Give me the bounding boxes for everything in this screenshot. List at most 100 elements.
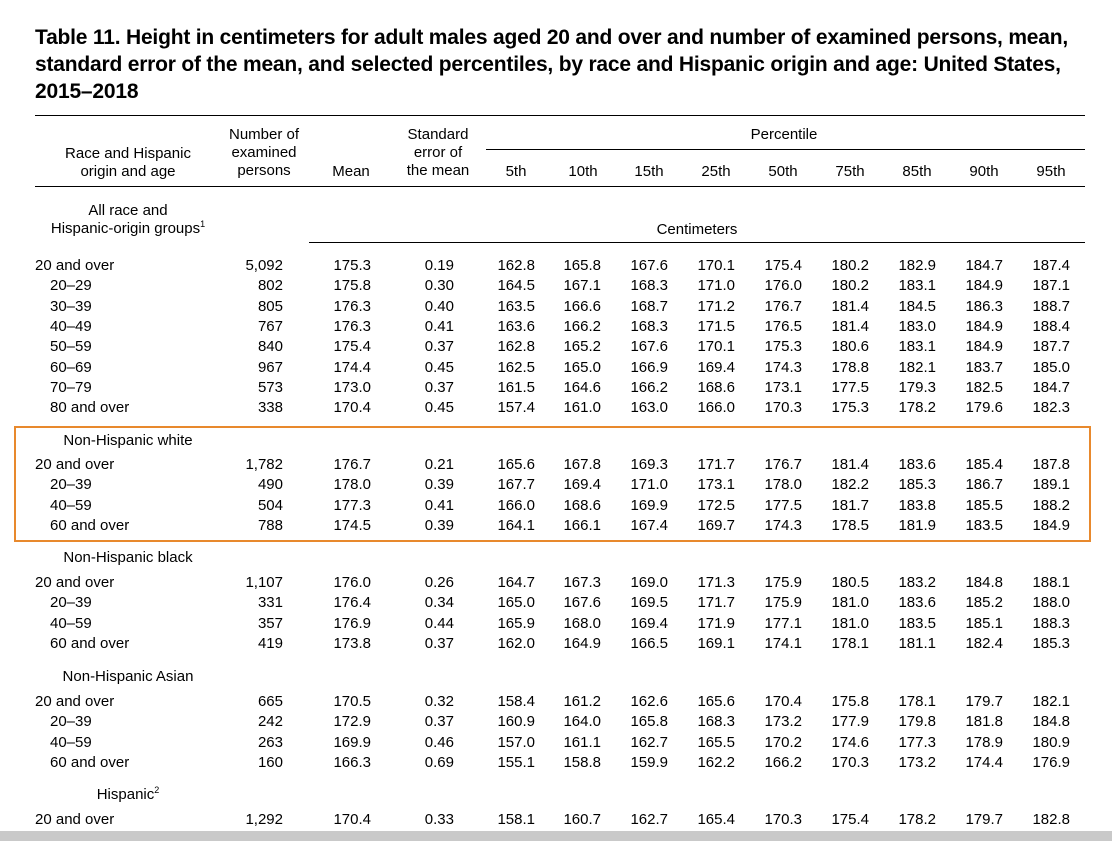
cell-percentile-25th: 169.4 (697, 358, 735, 376)
cell-standard-error: 0.41 (424, 496, 454, 514)
cell-number-examined: 5,092 (245, 257, 283, 274)
cell-standard-error: 0.45 (424, 399, 454, 417)
table-row: 20–39 490 178.0 0.39 167.7 169.4 171.0 173.1 178… (0, 475, 1112, 495)
cell-percentile-95th: 188.4 (1032, 317, 1070, 335)
cell-standard-error: 0.37 (424, 713, 454, 731)
header-rule (35, 186, 1085, 187)
cell-percentile-90th: 185.4 (965, 456, 1003, 473)
cell-percentile-10th: 167.3 (563, 574, 601, 591)
cell-percentile-50th: 178.0 (764, 476, 802, 494)
cell-number-examined: 1,292 (245, 811, 283, 828)
cell-percentile-90th: 184.9 (965, 317, 1003, 335)
cell-percentile-5th: 165.0 (497, 594, 535, 612)
cell-percentile-15th: 167.6 (630, 338, 668, 356)
cell-percentile-5th: 157.4 (497, 399, 535, 417)
table-row: 20–29 802 175.8 0.30 164.5 167.1 168.3 171.0 176… (0, 276, 1112, 296)
cell-percentile-90th: 174.4 (965, 753, 1003, 771)
cell-percentile-5th: 155.1 (497, 753, 535, 771)
cell-percentile-15th: 169.0 (630, 574, 668, 591)
cell-percentile-15th: 167.4 (630, 516, 668, 534)
cell-percentile-15th: 169.4 (630, 614, 668, 632)
cell-percentile-10th: 165.8 (563, 257, 601, 274)
cell-percentile-15th: 169.5 (630, 594, 668, 612)
cell-percentile-10th: 165.0 (563, 358, 601, 376)
cell-percentile-75th: 177.5 (831, 378, 869, 396)
cell-standard-error: 0.32 (424, 693, 454, 710)
cell-percentile-75th: 178.8 (831, 358, 869, 376)
row-label: 20 and over (35, 574, 115, 591)
cell-percentile-95th: 182.8 (1032, 811, 1070, 828)
cell-number-examined: 242 (257, 713, 283, 731)
cell-percentile-75th: 181.4 (831, 317, 869, 335)
cell-percentile-10th: 160.7 (563, 811, 601, 828)
cell-percentile-25th: 169.1 (697, 634, 735, 652)
row-label: 60 and over (50, 634, 130, 652)
cell-percentile-25th: 173.1 (697, 476, 735, 494)
cell-percentile-85th: 183.6 (898, 594, 936, 612)
cell-percentile-85th: 183.5 (898, 614, 936, 632)
cell-percentile-15th: 159.9 (630, 753, 668, 771)
table-row: 30–39 805 176.3 0.40 163.5 166.6 168.7 171.2 176… (0, 297, 1112, 317)
cell-percentile-90th: 182.5 (965, 378, 1003, 396)
cell-number-examined: 331 (257, 594, 283, 612)
cell-percentile-75th: 175.8 (831, 693, 869, 710)
cell-percentile-50th: 173.2 (764, 713, 802, 731)
header-percentile-50th: 50th (768, 163, 798, 180)
table-row: 60 and over 160 166.3 0.69 155.1 158.8 159.9 16… (0, 753, 1112, 773)
row-label: 20–39 (50, 476, 92, 494)
cell-percentile-85th: 183.1 (898, 277, 936, 295)
header-centimeters: Centimeters (656, 221, 738, 238)
cell-percentile-75th: 181.4 (831, 297, 869, 315)
cell-percentile-50th: 170.2 (764, 733, 802, 751)
group-heading-text: Non-Hispanic black (63, 549, 193, 566)
cell-percentile-90th: 179.6 (965, 399, 1003, 417)
cell-percentile-75th: 180.6 (831, 338, 869, 356)
bottom-scrollbar[interactable] (0, 831, 1112, 841)
cell-percentile-50th: 176.0 (764, 277, 802, 295)
cell-percentile-5th: 164.1 (497, 516, 535, 534)
cell-percentile-95th: 180.9 (1032, 733, 1070, 751)
cell-percentile-95th: 187.4 (1032, 257, 1070, 274)
cell-percentile-25th: 170.1 (697, 257, 735, 274)
cell-percentile-10th: 167.8 (563, 456, 601, 473)
table-row: 60 and over 788 174.5 0.39 164.1 166.1 167.4 16… (0, 516, 1112, 536)
cell-standard-error: 0.39 (424, 476, 454, 494)
cell-mean: 170.5 (333, 693, 371, 710)
highlight-box (14, 426, 1091, 542)
cell-percentile-90th: 185.5 (965, 496, 1003, 514)
cell-percentile-5th: 162.0 (497, 634, 535, 652)
cell-percentile-90th: 183.7 (965, 358, 1003, 376)
cell-percentile-25th: 165.6 (697, 693, 735, 710)
cell-percentile-10th: 166.2 (563, 317, 601, 335)
percentile-rule (486, 149, 1085, 150)
row-label: 40–59 (50, 496, 92, 514)
cell-percentile-85th: 183.1 (898, 338, 936, 356)
cell-percentile-90th: 184.7 (965, 257, 1003, 274)
cell-percentile-15th: 162.7 (630, 811, 668, 828)
cell-mean: 166.3 (333, 753, 371, 771)
cell-percentile-85th: 182.1 (898, 358, 936, 376)
row-label: 80 and over (50, 399, 130, 417)
cell-percentile-85th: 179.3 (898, 378, 936, 396)
cell-percentile-90th: 182.4 (965, 634, 1003, 652)
table-row: 20–39 331 176.4 0.34 165.0 167.6 169.5 171.7 175… (0, 593, 1112, 613)
cell-percentile-50th: 166.2 (764, 753, 802, 771)
cell-percentile-95th: 188.7 (1032, 297, 1070, 315)
cell-mean: 173.0 (333, 378, 371, 396)
cell-percentile-5th: 162.5 (497, 358, 535, 376)
cell-percentile-85th: 183.0 (898, 317, 936, 335)
header-percentile-15th: 15th (634, 163, 664, 180)
cell-percentile-25th: 171.7 (697, 594, 735, 612)
cell-percentile-85th: 183.8 (898, 496, 936, 514)
cell-percentile-25th: 165.4 (697, 811, 735, 828)
group-heading: Hispanic2 (97, 786, 160, 804)
cell-mean: 176.4 (333, 594, 371, 612)
cell-percentile-25th: 166.0 (697, 399, 735, 417)
cell-percentile-95th: 187.1 (1032, 277, 1070, 295)
cell-percentile-75th: 180.5 (831, 574, 869, 591)
cell-percentile-5th: 164.5 (497, 277, 535, 295)
table-row: 20 and over 665 170.5 0.32 158.4 161.2 162.6 16… (0, 692, 1112, 712)
cell-mean: 176.3 (333, 317, 371, 335)
table-row: 40–59 357 176.9 0.44 165.9 168.0 169.4 171.9 177… (0, 614, 1112, 634)
cell-percentile-5th: 163.6 (497, 317, 535, 335)
